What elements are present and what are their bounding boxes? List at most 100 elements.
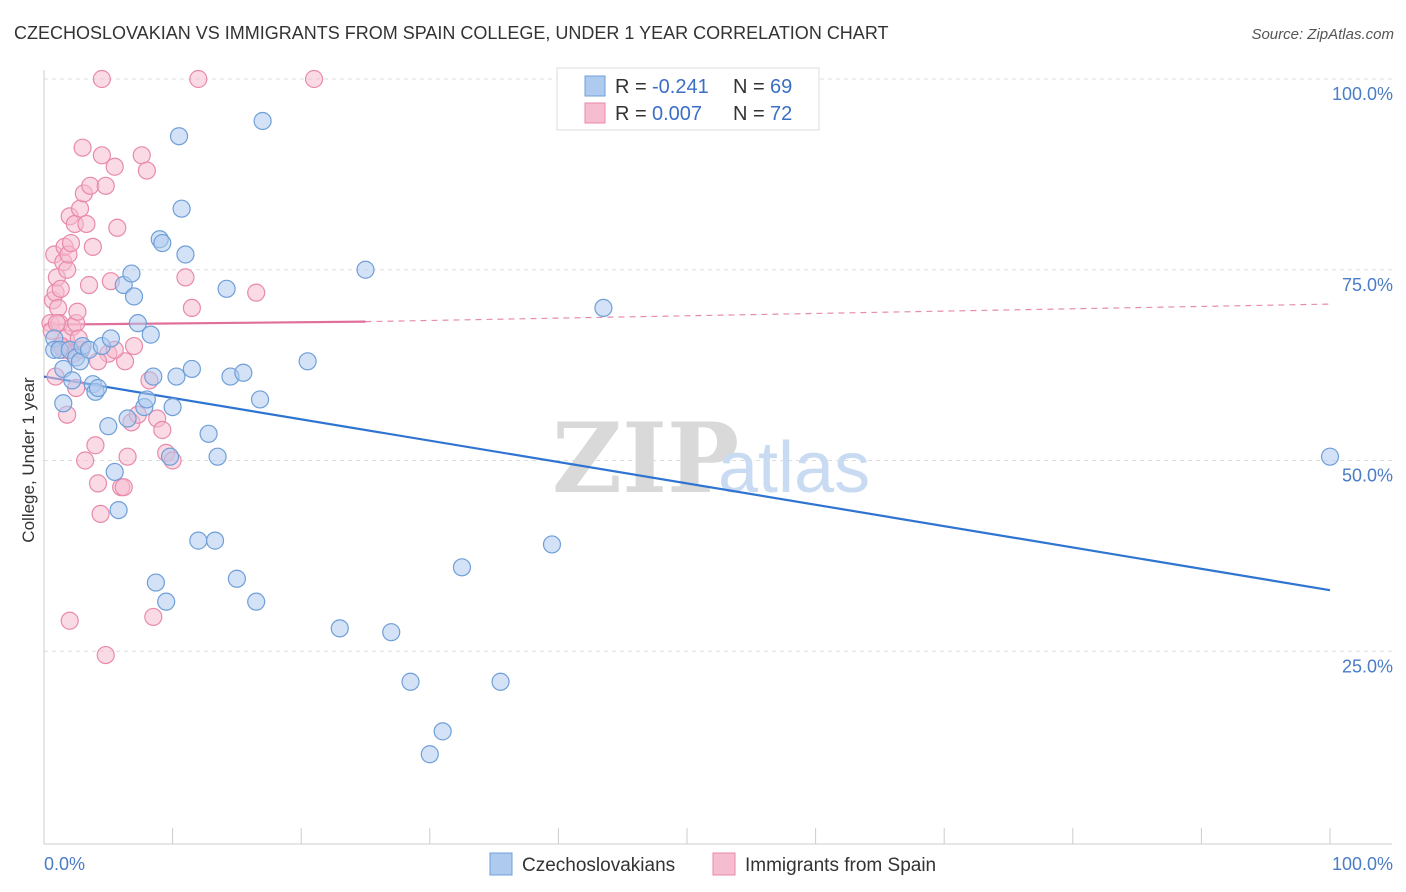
- point-blue-46: [234, 363, 253, 382]
- trend-line-pink-dashed: [365, 303, 1331, 323]
- watermark: ZIP atlas: [552, 402, 870, 515]
- point-pink-61: [60, 611, 79, 630]
- point-blue-13: [88, 378, 108, 398]
- point-blue-45: [227, 569, 246, 588]
- point-blue-61: [1320, 447, 1340, 466]
- legend-swatch-pink: [584, 102, 606, 124]
- point-blue-50: [298, 352, 317, 371]
- point-pink-29: [83, 237, 102, 256]
- point-pink-22: [70, 199, 90, 218]
- point-blue-20: [118, 409, 137, 428]
- point-pink-58: [304, 69, 324, 89]
- point-pink-31: [88, 474, 108, 493]
- point-pink-8: [51, 279, 70, 298]
- point-blue-51: [330, 619, 349, 638]
- point-pink-65: [76, 451, 95, 470]
- bottom-legend: Czechoslovakians Immigrants from Spain: [489, 852, 936, 876]
- y-tick-label-2: 75.0%: [1342, 275, 1393, 295]
- legend-r-value-pink: 0.007: [652, 103, 702, 125]
- point-pink-40: [115, 352, 135, 371]
- point-pink-30: [86, 436, 105, 455]
- point-pink-16: [61, 233, 81, 253]
- point-blue-34: [167, 367, 186, 386]
- point-blue-32: [160, 447, 180, 466]
- point-blue-26: [141, 325, 160, 344]
- point-blue-59: [542, 535, 562, 554]
- axes: [43, 70, 1392, 845]
- bottom-legend-label-blue: Czechoslovakians: [522, 855, 675, 876]
- point-blue-31: [157, 592, 176, 611]
- point-blue-60: [594, 298, 613, 317]
- trend-line-blue: [43, 375, 1331, 592]
- point-blue-17: [105, 462, 124, 482]
- point-pink-33: [92, 146, 111, 165]
- point-blue-30: [153, 233, 172, 253]
- point-blue-39: [189, 531, 208, 550]
- point-blue-23: [128, 314, 147, 333]
- point-blue-54: [401, 672, 420, 691]
- point-blue-33: [163, 397, 182, 417]
- point-pink-6: [49, 298, 68, 317]
- point-blue-27: [144, 367, 163, 386]
- bottom-legend-label-pink: Immigrants from Spain: [745, 855, 936, 876]
- point-blue-16: [101, 329, 120, 348]
- point-pink-56: [92, 69, 111, 89]
- point-pink-46: [137, 161, 156, 180]
- point-pink-41: [118, 447, 137, 466]
- point-blue-49: [253, 111, 272, 131]
- point-pink-32: [91, 504, 110, 524]
- legend-n-value-blue: 69: [770, 76, 792, 98]
- point-pink-59: [47, 314, 66, 333]
- point-blue-41: [205, 531, 225, 550]
- chart-title: CZECHOSLOVAKIAN VS IMMIGRANTS FROM SPAIN…: [14, 23, 889, 43]
- chart-source: Source: ZipAtlas.com: [1251, 26, 1394, 43]
- y-tick-label-1: 50.0%: [1342, 466, 1393, 486]
- point-blue-6: [63, 371, 82, 390]
- y-tick-label-0: 25.0%: [1342, 656, 1393, 676]
- point-blue-48: [250, 390, 270, 409]
- point-pink-37: [105, 157, 124, 176]
- legend-n-label-blue: N =: [733, 76, 765, 98]
- point-pink-26: [77, 214, 96, 234]
- legend-n-label-pink: N =: [733, 103, 765, 125]
- point-blue-40: [199, 424, 218, 443]
- point-blue-15: [99, 417, 118, 436]
- point-pink-38: [108, 218, 127, 237]
- legend-n-value-pink: 72: [770, 103, 792, 125]
- bottom-legend-swatch-pink: [712, 852, 736, 876]
- point-blue-47: [247, 592, 266, 611]
- point-pink-54: [182, 298, 201, 317]
- legend-r-label-blue: R =: [615, 76, 647, 98]
- point-pink-21: [68, 302, 87, 321]
- point-blue-56: [433, 722, 452, 741]
- legend-r-label-pink: R =: [615, 103, 647, 125]
- point-blue-18: [109, 500, 128, 520]
- watermark-atlas: atlas: [718, 428, 870, 508]
- y-axis-label: College, Under 1 year: [19, 377, 38, 543]
- watermark-zip: ZIP: [552, 402, 739, 515]
- point-pink-27: [79, 275, 99, 295]
- legend-r-value-blue: -0.241: [652, 76, 709, 98]
- x-tick-label-0: 0.0%: [44, 854, 85, 874]
- point-blue-28: [146, 573, 165, 592]
- point-pink-28: [81, 176, 100, 195]
- point-blue-21: [122, 264, 141, 283]
- point-pink-62: [96, 645, 115, 665]
- point-blue-57: [452, 558, 472, 577]
- point-pink-48: [144, 607, 163, 627]
- point-blue-52: [356, 260, 375, 279]
- point-blue-42: [208, 447, 227, 466]
- point-blue-53: [382, 623, 401, 642]
- point-pink-53: [176, 268, 195, 287]
- point-blue-4: [54, 394, 73, 413]
- point-pink-55: [189, 69, 208, 89]
- point-blue-55: [420, 745, 439, 764]
- point-pink-43: [124, 336, 144, 356]
- point-blue-22: [124, 287, 144, 306]
- point-pink-50: [153, 420, 172, 440]
- series-blue-points: [45, 111, 1340, 764]
- point-blue-36: [172, 199, 191, 218]
- point-pink-34: [96, 176, 115, 195]
- trend-line-pink-solid: [43, 320, 366, 326]
